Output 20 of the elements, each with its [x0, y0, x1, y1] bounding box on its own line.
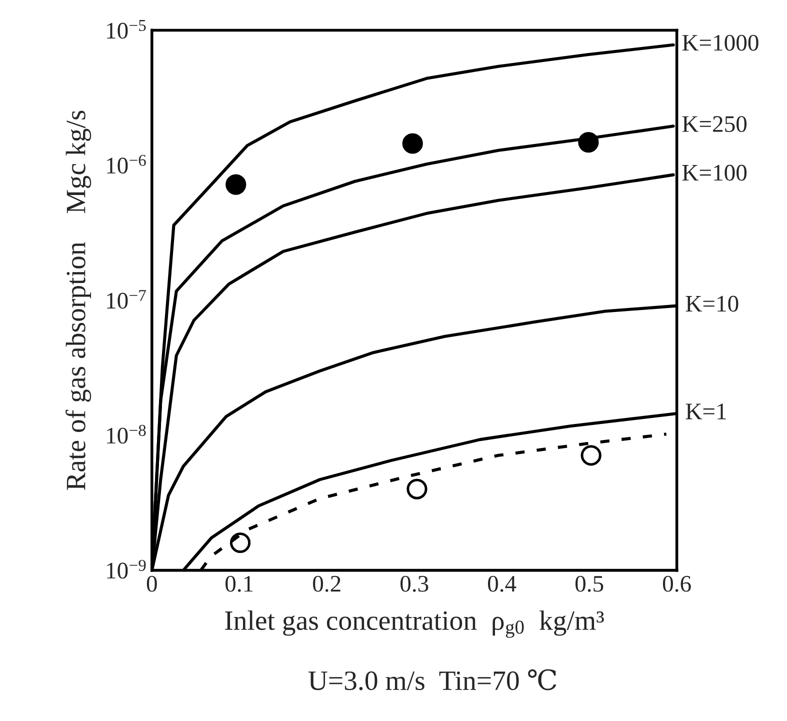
x-tick-label: 0.3 — [400, 576, 428, 592]
x-tick-label: 0 — [146, 576, 157, 592]
series-label: K=1 — [686, 404, 726, 420]
x-tick-label: 0.6 — [662, 576, 691, 592]
series-label: K=10 — [686, 296, 738, 312]
x-tick-label: 0.2 — [313, 576, 340, 592]
series-label: K=1000 — [682, 34, 758, 51]
x-tick-label: 0.4 — [488, 576, 516, 592]
text: U=3.0 m/s Tin=70 ℃ — [308, 669, 556, 690]
x-axis-title: Inlet gas concentration ρ$_{g0}$ kg/m³ — [225, 610, 604, 638]
y-axis-title: Rate of gas absorption Mgc kg/s — [66, 110, 92, 490]
series-label: K=250 — [682, 116, 747, 132]
x-tick-label: 0.1 — [226, 576, 253, 592]
y-tick-label: 10$^{−5}$ — [107, 20, 146, 39]
y-tick-label: 10$^{−8}$ — [107, 424, 146, 444]
y-tick-label: 10$^{−6}$ — [107, 154, 146, 174]
x-tick-label: 0.5 — [575, 576, 604, 592]
y-tick-label: 10$^{−9}$ — [107, 560, 146, 579]
y-tick-label: 10$^{−7}$ — [107, 290, 146, 309]
series-label: K=100 — [682, 164, 747, 181]
